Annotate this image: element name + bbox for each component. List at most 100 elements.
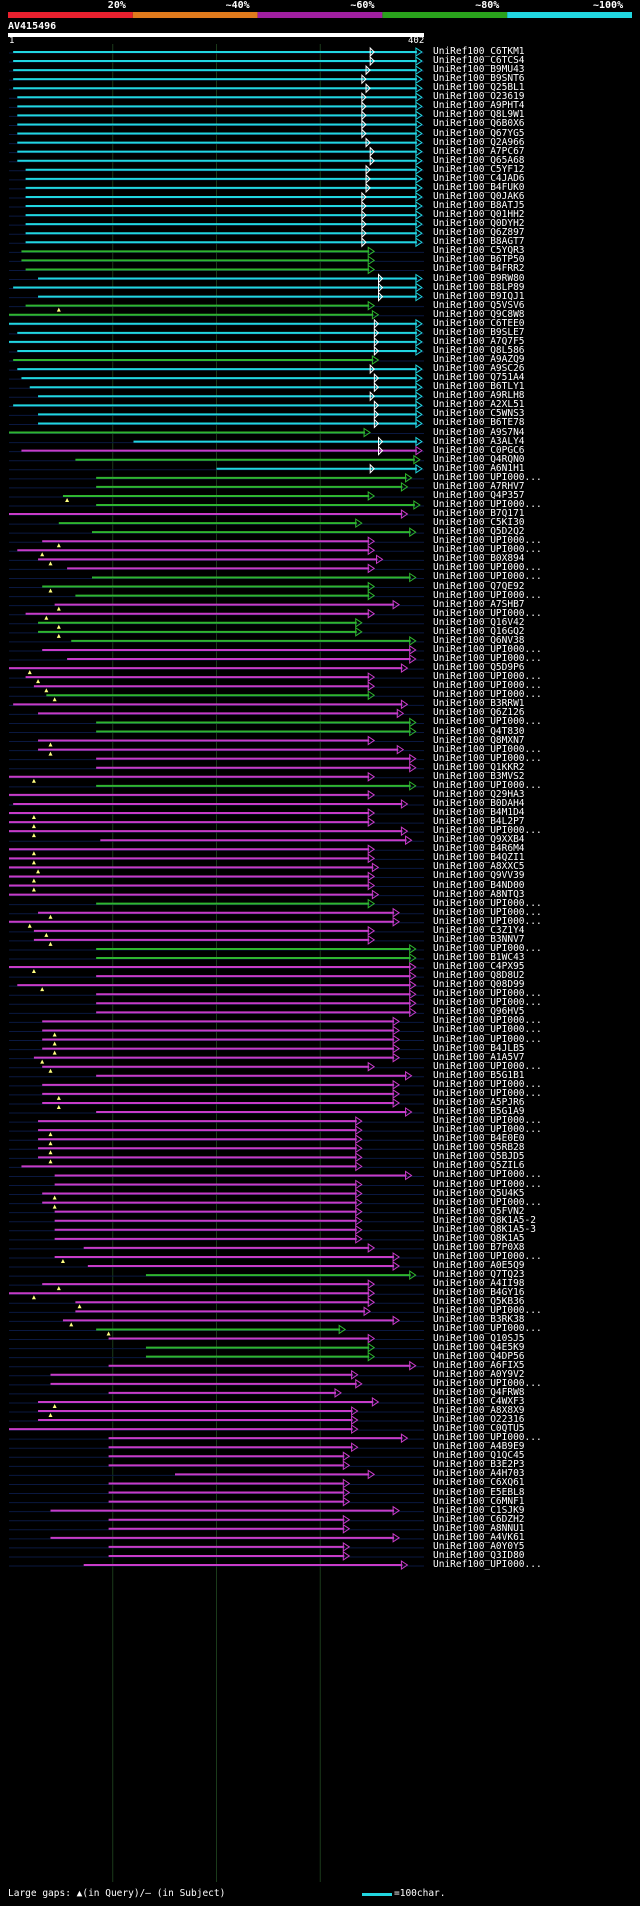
hit-label[interactable]: UniRef100_B3RRW1 bbox=[433, 698, 525, 710]
hit-label[interactable]: UniRef100_A1A5V7 bbox=[433, 1051, 525, 1063]
hit-label[interactable]: UniRef100_UPI000... bbox=[433, 1250, 542, 1262]
hit-label[interactable]: UniRef100_B3RK38 bbox=[433, 1314, 525, 1326]
hit-label[interactable]: UniRef100_A4VK61 bbox=[433, 1531, 525, 1543]
hit-label[interactable]: UniRef100_UPI000... bbox=[433, 1033, 542, 1045]
hit-label[interactable]: UniRef100_A8NTQ3 bbox=[433, 888, 525, 900]
hit-label[interactable]: UniRef100_B3MVS2 bbox=[433, 770, 525, 782]
hit-label[interactable]: UniRef100_UPI000... bbox=[433, 988, 542, 1000]
hit-label[interactable]: UniRef100_Q3ID80 bbox=[433, 1549, 525, 1561]
hit-label[interactable]: UniRef100_B9MU43 bbox=[433, 64, 525, 76]
hit-label[interactable]: UniRef100_A6N1H1 bbox=[433, 462, 525, 474]
hit-label[interactable]: UniRef100_A4H703 bbox=[433, 1468, 525, 1480]
hit-label[interactable]: UniRef100_UPI000... bbox=[433, 499, 542, 510]
hit-label[interactable]: UniRef100_UPI000... bbox=[433, 1377, 542, 1389]
hit-label[interactable]: UniRef100_C4JAD6 bbox=[433, 172, 525, 184]
hit-label[interactable]: UniRef100_C6TEE0 bbox=[433, 317, 525, 329]
hit-label[interactable]: UniRef100_Q7TQ23 bbox=[433, 1269, 525, 1281]
hit-label[interactable]: UniRef100_UPI000... bbox=[433, 997, 542, 1009]
hit-label[interactable]: UniRef100_Q67YG5 bbox=[433, 127, 525, 139]
hit-label[interactable]: UniRef100_B0DAH4 bbox=[433, 797, 525, 809]
hit-label[interactable]: UniRef100_C5YF12 bbox=[433, 163, 525, 175]
hit-label[interactable]: UniRef100_UPI000... bbox=[433, 689, 542, 701]
hit-label[interactable]: UniRef100_UPI000... bbox=[433, 1087, 542, 1099]
hit-label[interactable]: UniRef100_C6MNF1 bbox=[433, 1495, 525, 1507]
hit-label[interactable]: UniRef100_Q5FVN2 bbox=[433, 1205, 525, 1217]
hit-label[interactable]: UniRef100_O23619 bbox=[433, 91, 525, 103]
hit-label[interactable]: UniRef100_C0PGC6 bbox=[433, 444, 525, 456]
hit-label[interactable]: UniRef100_UPI000... bbox=[433, 680, 542, 692]
hit-label[interactable]: UniRef100_Q4DP56 bbox=[433, 1350, 525, 1362]
hit-label[interactable]: UniRef100_Q25BL1 bbox=[433, 82, 525, 94]
hit-label[interactable]: UniRef100_B4FUK0 bbox=[433, 181, 525, 193]
hit-label[interactable]: UniRef100_UPI000... bbox=[433, 716, 542, 728]
hit-label[interactable]: UniRef100_UPI000... bbox=[433, 897, 542, 909]
hit-label[interactable]: UniRef100_Q5D2Q2 bbox=[433, 526, 525, 538]
hit-label[interactable]: UniRef100_A2XL51 bbox=[433, 399, 525, 411]
hit-label[interactable]: UniRef100_A4II98 bbox=[433, 1278, 525, 1290]
hit-label[interactable]: UniRef100_A8XXC5 bbox=[433, 861, 525, 873]
hit-label[interactable]: UniRef100_Q4P357 bbox=[433, 489, 525, 501]
hit-label[interactable]: UniRef100_B7P0X8 bbox=[433, 1241, 525, 1253]
hit-label[interactable]: UniRef100_Q6Z126 bbox=[433, 707, 525, 719]
hit-label[interactable]: UniRef100_C0QTU5 bbox=[433, 1423, 525, 1435]
hit-label[interactable]: UniRef100_A7SHB7 bbox=[433, 598, 525, 610]
hit-label[interactable]: UniRef100_B3E2P3 bbox=[433, 1459, 525, 1471]
hit-label[interactable]: UniRef100_Q9XXB4 bbox=[433, 834, 525, 846]
hit-label[interactable]: UniRef100_B4FRR2 bbox=[433, 263, 525, 275]
hit-label[interactable]: UniRef100_UPI000... bbox=[433, 743, 542, 755]
hit-label[interactable]: UniRef100_Q5BJD5 bbox=[433, 1151, 525, 1163]
hit-label[interactable]: UniRef100_B4JLB5 bbox=[433, 1042, 525, 1054]
hit-label[interactable]: UniRef100_Q29HA3 bbox=[433, 788, 525, 800]
hit-label[interactable]: UniRef100_B6TP50 bbox=[433, 254, 525, 266]
hit-label[interactable]: UniRef100_C1SJK9 bbox=[433, 1504, 525, 1516]
hit-label[interactable]: UniRef100_C6XQ61 bbox=[433, 1477, 525, 1489]
hit-label[interactable]: UniRef100_Q5U4K5 bbox=[433, 1187, 525, 1199]
hit-label[interactable]: UniRef100_Q0JAK6 bbox=[433, 190, 525, 202]
hit-label[interactable]: UniRef100_A7Q7F5 bbox=[433, 335, 525, 347]
hit-label[interactable]: UniRef100_Q8K1A5-3 bbox=[433, 1223, 536, 1235]
hit-label[interactable]: UniRef100_B4M1D4 bbox=[433, 807, 525, 819]
hit-label[interactable]: UniRef100_Q08D99 bbox=[433, 979, 525, 991]
hit-label[interactable]: UniRef100_UPI000... bbox=[433, 1559, 542, 1571]
hit-label[interactable]: UniRef100_Q6Z897 bbox=[433, 227, 525, 239]
hit-label[interactable]: UniRef100_Q16GQ2 bbox=[433, 625, 525, 637]
hit-label[interactable]: UniRef100_UPI000... bbox=[433, 752, 542, 764]
hit-label[interactable]: UniRef100_Q8K1A5 bbox=[433, 1232, 525, 1244]
hit-label[interactable]: UniRef100_Q01HH2 bbox=[433, 209, 525, 221]
hit-label[interactable]: UniRef100_B0X894 bbox=[433, 553, 525, 565]
hit-label[interactable]: UniRef100_UPI000... bbox=[433, 1169, 542, 1181]
hit-label[interactable]: UniRef100_UPI000... bbox=[433, 643, 542, 655]
hit-label[interactable]: UniRef100_A9RLH8 bbox=[433, 390, 525, 402]
hit-label[interactable]: UniRef100_Q9VV39 bbox=[433, 870, 525, 882]
hit-label[interactable]: UniRef100_B9RW80 bbox=[433, 272, 525, 284]
hit-label[interactable]: UniRef100_Q4FRW8 bbox=[433, 1386, 525, 1398]
hit-label[interactable]: UniRef100_Q8L9W1 bbox=[433, 109, 525, 121]
hit-label[interactable]: UniRef100_Q16V42 bbox=[433, 616, 525, 628]
hit-label[interactable]: UniRef100_B4E0E0 bbox=[433, 1133, 525, 1145]
hit-label[interactable]: UniRef100_A9S7N4 bbox=[433, 426, 525, 438]
hit-label[interactable]: UniRef100_A8X8X9 bbox=[433, 1405, 525, 1416]
hit-label[interactable]: UniRef100_C4PX95 bbox=[433, 961, 525, 973]
hit-label[interactable]: UniRef100_UPI000... bbox=[433, 471, 542, 483]
hit-label[interactable]: UniRef100_Q65A68 bbox=[433, 154, 525, 166]
hit-label[interactable]: UniRef100_A7RHV7 bbox=[433, 480, 525, 492]
hit-label[interactable]: UniRef100_C5WNS3 bbox=[433, 408, 525, 420]
hit-label[interactable]: UniRef100_UPI000... bbox=[433, 915, 542, 927]
hit-label[interactable]: UniRef100_UPI000... bbox=[433, 906, 542, 918]
hit-label[interactable]: UniRef100_UPI000... bbox=[433, 1305, 542, 1317]
hit-label[interactable]: UniRef100_Q5KB36 bbox=[433, 1296, 525, 1308]
hit-label[interactable]: UniRef100_UPI000... bbox=[433, 544, 542, 556]
hit-label[interactable]: UniRef100_UPI000... bbox=[433, 779, 542, 791]
hit-label[interactable]: UniRef100_UPI000... bbox=[433, 653, 542, 665]
hit-label[interactable]: UniRef100_B3NNV7 bbox=[433, 933, 525, 945]
hit-label[interactable]: UniRef100_UPI000... bbox=[433, 1078, 542, 1090]
hit-label[interactable]: UniRef100_Q6NV38 bbox=[433, 634, 525, 646]
hit-label[interactable]: UniRef100_B8AGT7 bbox=[433, 236, 525, 248]
hit-label[interactable]: UniRef100_B4QZI1 bbox=[433, 852, 525, 864]
hit-label[interactable]: UniRef100_Q10SJ5 bbox=[433, 1332, 525, 1344]
hit-label[interactable]: UniRef100_A9SC26 bbox=[433, 363, 525, 375]
hit-label[interactable]: UniRef100_B9SLE7 bbox=[433, 326, 525, 338]
hit-label[interactable]: UniRef100_UPI000... bbox=[433, 825, 542, 837]
hit-label[interactable]: UniRef100_UPI000... bbox=[433, 1178, 542, 1190]
hit-label[interactable]: UniRef100_B1WC43 bbox=[433, 952, 525, 963]
